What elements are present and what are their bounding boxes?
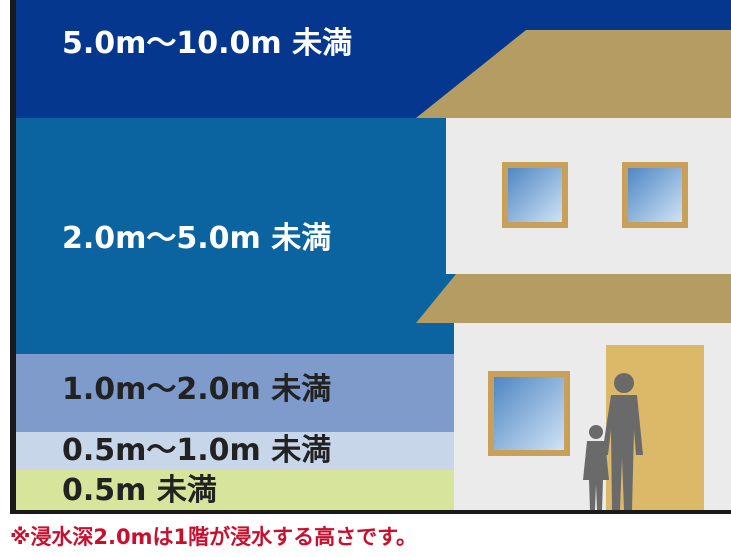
house-upper-wall	[446, 118, 731, 274]
house-middle-eave	[416, 274, 731, 323]
people-silhouette	[583, 373, 643, 510]
band-under-05m	[16, 470, 454, 510]
window-lower-left-glass	[494, 377, 564, 450]
band-label-under-05m: 0.5m 未満	[62, 473, 217, 508]
footnote: ※浸水深2.0mは1階が浸水する高さです。	[10, 525, 418, 549]
band-05-1m	[16, 432, 454, 470]
band-label-2-5m: 2.0m〜5.0m 未満	[62, 221, 332, 256]
left-border	[10, 0, 16, 514]
house-upper-roof	[416, 30, 731, 118]
ground-line	[10, 510, 731, 514]
window-upper-right-glass	[628, 168, 682, 222]
band-label-05-1m: 0.5m〜1.0m 未満	[62, 433, 332, 468]
band-1-2m	[16, 354, 454, 432]
band-label-5-10m: 5.0m〜10.0m 未満	[62, 26, 353, 61]
window-upper-left-glass	[508, 168, 562, 222]
band-label-1-2m: 1.0m〜2.0m 未満	[62, 372, 332, 407]
